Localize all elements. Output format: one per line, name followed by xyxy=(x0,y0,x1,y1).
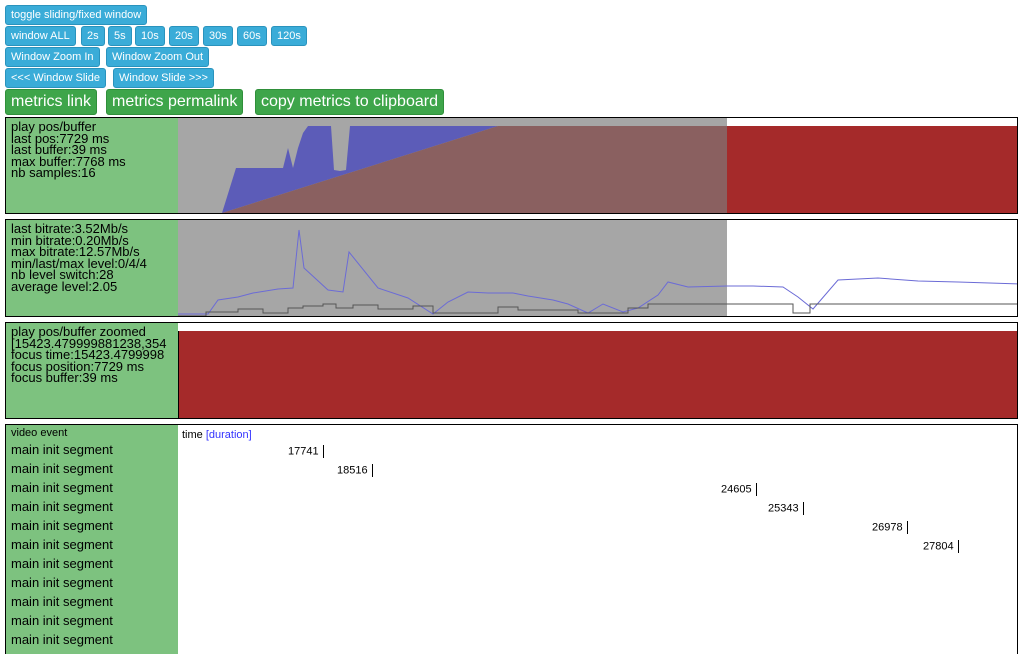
zoom-chart[interactable] xyxy=(178,323,1017,418)
window-region xyxy=(178,220,727,316)
last-buffer: last buffer:39 ms xyxy=(11,142,107,157)
event-row[interactable]: main init segment xyxy=(11,575,113,590)
event-row[interactable]: main init segment xyxy=(11,594,113,609)
max-buffer: max buffer:7768 ms xyxy=(11,153,126,169)
buffer-panel-labels: play pos/buffer last pos:7729 ms last bu… xyxy=(6,118,178,213)
window-zoom-in-button[interactable]: Window Zoom In xyxy=(5,47,100,67)
average-level: average level:2.05 xyxy=(11,278,118,294)
event-row[interactable]: main init segment xyxy=(11,442,113,457)
event-time: 17741 xyxy=(288,445,324,458)
buffer-chart[interactable] xyxy=(178,118,1017,213)
event-time: 25343 xyxy=(768,502,804,515)
copy-metrics-button[interactable]: copy metrics to clipboard xyxy=(255,89,444,115)
window-2s-button[interactable]: 2s xyxy=(81,26,105,46)
zoom-range: [15423.479999881238,354 xyxy=(11,335,167,351)
zoom-title: play pos/buffer zoomed xyxy=(11,324,146,339)
focus-buffer: focus buffer:39 ms xyxy=(11,370,118,385)
event-row[interactable]: main init segment xyxy=(11,632,113,647)
focus-position: focus position:7729 ms xyxy=(11,358,144,374)
event-row[interactable]: main init segment xyxy=(11,461,113,476)
duration-label: [duration] xyxy=(205,429,252,441)
event-row[interactable]: main init segment xyxy=(11,537,113,552)
min-bitrate: min bitrate:0.20Mb/s xyxy=(11,232,129,248)
nb-samples: nb samples:16 xyxy=(11,165,96,180)
buffer-title: play pos/buffer xyxy=(11,119,97,134)
window-slide-right-button[interactable]: Window Slide >>> xyxy=(113,68,214,88)
window-zoom-out-button[interactable]: Window Zoom Out xyxy=(106,47,210,67)
zoom-panel: play pos/buffer zoomed [15423.4799998812… xyxy=(5,322,1018,419)
window-120s-button[interactable]: 120s xyxy=(271,26,307,46)
window-20s-button[interactable]: 20s xyxy=(169,26,199,46)
time-label: time xyxy=(182,429,203,441)
bitrate-panel-labels: last bitrate:3.52Mb/s min bitrate:0.20Mb… xyxy=(6,220,178,316)
event-time: 26978 xyxy=(872,521,908,534)
window-slide-left-button[interactable]: <<< Window Slide xyxy=(5,68,106,88)
event-row[interactable]: main init segment xyxy=(11,499,113,514)
level-switch-count: nb level switch:28 xyxy=(11,267,114,282)
bitrate-line xyxy=(178,229,1017,315)
events-labels: video event main init segment main init … xyxy=(6,425,178,654)
bitrate-chart[interactable] xyxy=(178,220,1017,316)
bitrate-panel: last bitrate:3.52Mb/s min bitrate:0.20Mb… xyxy=(5,219,1018,317)
max-bitrate: max bitrate:12.57Mb/s xyxy=(11,244,140,259)
events-header: video event xyxy=(11,427,68,439)
metrics-link-button[interactable]: metrics link xyxy=(5,89,98,115)
window-60s-button[interactable]: 60s xyxy=(237,26,267,46)
buffer-panel: play pos/buffer last pos:7729 ms last bu… xyxy=(5,117,1018,214)
time-header: time [duration] xyxy=(182,429,252,441)
last-pos: last pos:7729 ms xyxy=(11,130,110,146)
window-30s-button[interactable]: 30s xyxy=(203,26,233,46)
metrics-permalink-button[interactable]: metrics permalink xyxy=(106,89,244,115)
play-position-region xyxy=(727,126,1017,213)
event-row[interactable]: main init segment xyxy=(11,613,113,628)
toggle-window-button[interactable]: toggle sliding/fixed window xyxy=(5,5,148,25)
event-time: 24605 xyxy=(721,483,757,496)
position-overlap xyxy=(222,126,727,213)
event-row[interactable]: main init segment xyxy=(11,518,113,533)
zoom-play-region xyxy=(178,331,1017,418)
event-row[interactable]: main init segment xyxy=(11,480,113,495)
event-row[interactable]: main init segment xyxy=(11,556,113,571)
last-bitrate: last bitrate:3.52Mb/s xyxy=(11,221,129,236)
level-range: min/last/max level:0/4/4 xyxy=(11,255,147,271)
zoom-panel-labels: play pos/buffer zoomed [15423.4799998812… xyxy=(6,323,178,418)
event-time: 27804 xyxy=(923,540,959,553)
level-line xyxy=(178,303,1017,316)
window-all-button[interactable]: window ALL xyxy=(5,26,76,46)
focus-time: focus time:15423.4799998 xyxy=(11,347,165,362)
window-10s-button[interactable]: 10s xyxy=(135,26,165,46)
events-timeline: time [duration] 17741 18516 24605 25343 … xyxy=(178,425,1017,654)
events-panel: video event main init segment main init … xyxy=(5,424,1018,654)
event-time: 18516 xyxy=(337,464,373,477)
window-5s-button[interactable]: 5s xyxy=(108,26,132,46)
